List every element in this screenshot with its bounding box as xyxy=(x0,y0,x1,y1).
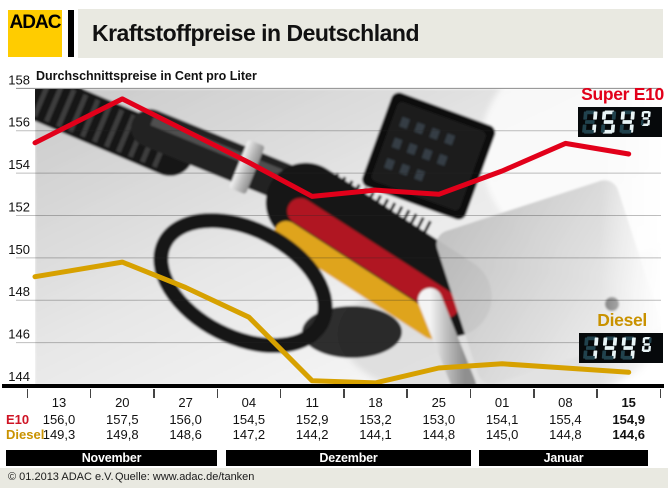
diesel-line xyxy=(32,259,632,386)
series-layer xyxy=(32,96,632,386)
source-text: Quelle: www.adac.de/tanken xyxy=(115,471,255,483)
e10-price-value: 156,0 xyxy=(42,412,76,427)
diesel-price-value: 148,6 xyxy=(169,427,202,442)
tick-mark xyxy=(26,389,29,398)
date-label: 15 xyxy=(621,395,636,410)
copyright-text: © 01.2013 ADAC e.V. xyxy=(8,471,114,483)
date-label: 04 xyxy=(241,395,257,410)
grid-layer: 158 156 154 152 150 148 146 144 xyxy=(8,72,661,384)
y-axis-tick-label: 156 xyxy=(8,115,30,130)
super-e10-label: Super E10 xyxy=(581,84,664,104)
e10-price-value: 153,2 xyxy=(359,412,392,427)
chart-subtitle: Durchschnittspreise in Cent pro Liter xyxy=(36,69,257,83)
diesel-price-value: 149,8 xyxy=(106,427,139,442)
diesel-price-value: 144,1 xyxy=(359,427,392,442)
y-axis-tick-label: 154 xyxy=(8,157,30,172)
date-label: 20 xyxy=(115,395,130,410)
y-axis-tick-label: 148 xyxy=(8,284,30,299)
e10-price-value: 155,4 xyxy=(549,412,582,427)
e10-price-value: 152,9 xyxy=(295,412,329,427)
tick-mark xyxy=(659,389,662,398)
e10-lcd-display xyxy=(578,107,662,137)
diesel-price-value: 144,8 xyxy=(422,427,456,442)
diesel-price-value: 147,2 xyxy=(232,427,266,442)
tick-mark xyxy=(89,389,92,398)
y-axis-tick-label: 158 xyxy=(8,72,30,87)
e10-price-value: 153,0 xyxy=(422,412,456,427)
e10-price-value: 154,1 xyxy=(485,412,519,427)
e10-price-value: 154,5 xyxy=(232,412,266,427)
diesel-price-value: 145,0 xyxy=(485,427,519,442)
date-label: 08 xyxy=(558,395,573,410)
logo-divider xyxy=(68,10,74,57)
page-title: Kraftstoffpreise in Deutschland xyxy=(92,20,420,46)
diesel-label: Diesel xyxy=(597,310,647,330)
e10-price-value: 154,9 xyxy=(612,412,645,427)
pump-nozzle-photo xyxy=(35,89,661,385)
date-label: 18 xyxy=(368,395,383,410)
e10-price-value: 156,0 xyxy=(169,412,202,427)
date-label: 01 xyxy=(494,395,510,410)
tick-mark xyxy=(469,389,472,398)
date-label: 27 xyxy=(178,395,193,410)
e10-row-label: E10 xyxy=(6,412,30,427)
date-label: 25 xyxy=(431,395,447,410)
price-table: 13 20 27 04 11 18 25 01 08 15 E10 Diesel 156,0 157,5 1… xyxy=(0,386,668,446)
tick-mark xyxy=(216,389,218,398)
date-label: 13 xyxy=(51,395,67,410)
date-label: 11 xyxy=(305,395,319,410)
tick-mark xyxy=(343,389,345,398)
y-axis-tick-label: 150 xyxy=(8,242,30,257)
y-axis-tick-label: 146 xyxy=(8,327,30,342)
diesel-price-value: 144,6 xyxy=(612,427,645,442)
diesel-price-value: 144,2 xyxy=(295,427,329,442)
diesel-price-value: 149,3 xyxy=(42,427,76,442)
diesel-price-value: 144,8 xyxy=(549,427,582,442)
diesel-row-label: Diesel xyxy=(6,427,45,442)
y-axis-tick-label: 144 xyxy=(8,369,30,384)
adac-logo-text: ADAC xyxy=(9,12,62,33)
diesel-lcd-display xyxy=(579,333,663,363)
lcd-layer xyxy=(578,107,663,363)
tick-mark xyxy=(406,389,408,398)
e10-price-value: 157,5 xyxy=(106,412,139,427)
tick-mark xyxy=(279,389,282,398)
footer-bar xyxy=(0,468,668,488)
title-bar xyxy=(78,9,663,58)
x-axis-line xyxy=(2,384,664,388)
tick-mark xyxy=(533,389,535,398)
adac-logo: ADAC xyxy=(8,10,62,57)
tick-mark xyxy=(596,389,598,398)
y-axis-tick-label: 152 xyxy=(8,199,30,214)
tick-mark xyxy=(153,389,155,398)
e10-line xyxy=(32,96,632,199)
